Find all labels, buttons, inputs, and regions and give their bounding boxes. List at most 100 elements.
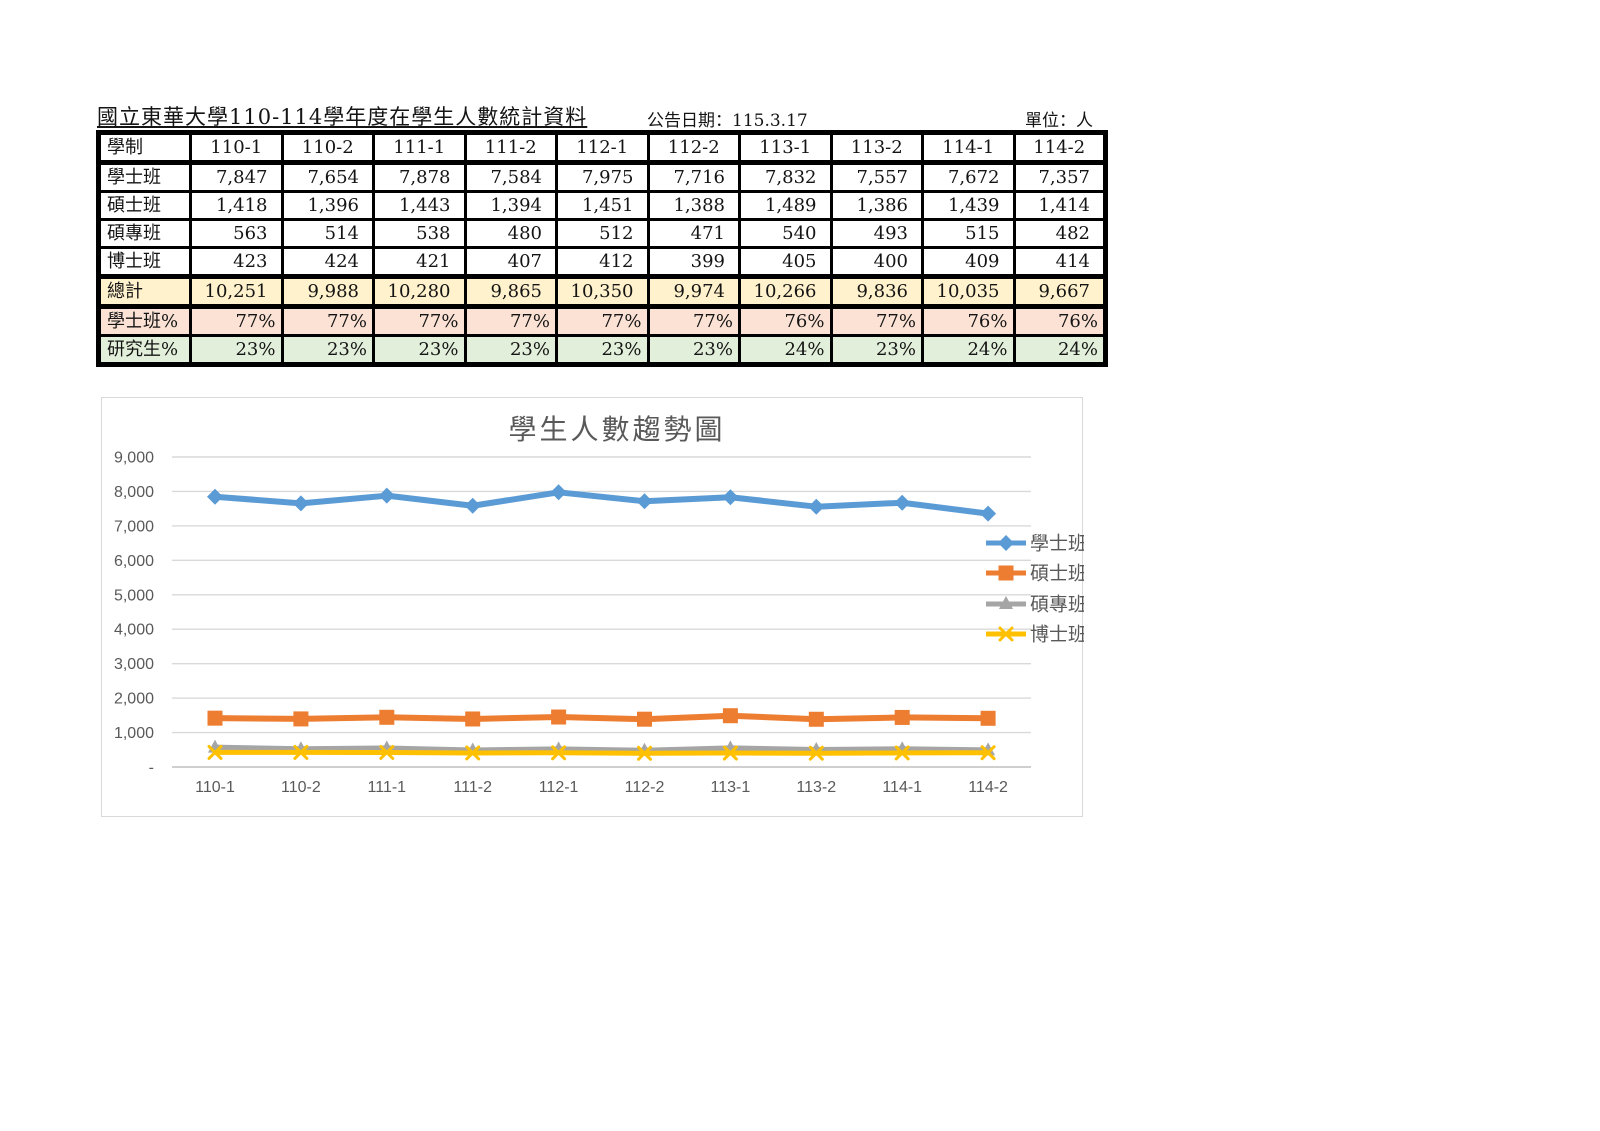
table-cell: 10,266 (738, 274, 833, 309)
column-header: 114-2 (1012, 131, 1107, 165)
column-header: 113-1 (738, 131, 833, 165)
row-label: 研究生% (97, 334, 192, 366)
svg-text:1,000: 1,000 (114, 725, 154, 742)
stats-table-wrap: 學制 110-1 110-2 111-1 111-2 112-1 112-2 113-1 113… (96, 130, 1108, 367)
row-label: 博士班 (97, 246, 192, 278)
row-label: 總計 (97, 274, 192, 309)
table-cell: 7,557 (829, 161, 924, 193)
publish-date: 公告日期：115.3.17 (647, 111, 808, 131)
table-row: 總計 10,251 9,988 10,280 9,865 10,350 9,974 10,26… (97, 274, 1107, 309)
svg-text:2,000: 2,000 (114, 691, 154, 708)
svg-text:113-1: 113-1 (711, 779, 751, 796)
table-cell: 405 (738, 246, 833, 278)
table-cell: 1,451 (555, 190, 650, 221)
column-header: 114-1 (921, 131, 1016, 165)
table-cell: 412 (555, 246, 650, 278)
table-cell: 514 (280, 218, 375, 249)
chart-gridlines (172, 456, 1031, 768)
chart-series-1 (207, 708, 996, 727)
table-cell: 76% (1012, 305, 1107, 337)
table-cell: 480 (463, 218, 558, 249)
table-cell: 1,418 (189, 190, 284, 221)
svg-text:114-1: 114-1 (882, 779, 922, 796)
table-cell: 7,716 (646, 161, 741, 193)
table-cell: 1,414 (1012, 190, 1107, 221)
table-cell: 23% (280, 334, 375, 366)
table-cell: 9,988 (280, 274, 375, 309)
svg-text:博士班: 博士班 (1030, 624, 1084, 646)
column-header: 111-2 (463, 131, 558, 165)
svg-text:5,000: 5,000 (114, 587, 154, 604)
table-cell: 1,396 (280, 190, 375, 221)
table-cell: 77% (555, 305, 650, 337)
table-header-row: 學制 110-1 110-2 111-1 111-2 112-1 112-2 113-1 113… (97, 131, 1107, 165)
legend-item: 碩士班 (986, 563, 1084, 585)
unit-label: 單位：人 (1025, 111, 1093, 131)
trend-chart-svg: - 1,000 2,000 3,000 4,000 5,000 6,000 7,000 8,00… (114, 413, 1084, 796)
column-header: 111-1 (372, 131, 467, 165)
table-row: 博士班 423 424 421 407 412 399 405 400 409 414 (97, 246, 1107, 278)
table-cell: 7,584 (463, 161, 558, 193)
table-cell: 10,280 (372, 274, 467, 309)
svg-text:113-2: 113-2 (796, 779, 836, 796)
table-cell: 7,654 (280, 161, 375, 193)
table-row: 研究生% 23% 23% 23% 23% 23% 23% 24% 23% 24% 24% (97, 334, 1107, 366)
svg-text:114-2: 114-2 (968, 779, 1008, 796)
table-cell: 23% (463, 334, 558, 366)
table-row: 學士班 7,847 7,654 7,878 7,584 7,975 7,716 7,832 7,… (97, 161, 1107, 193)
table-cell: 1,394 (463, 190, 558, 221)
svg-text:4,000: 4,000 (114, 622, 154, 639)
table-cell: 515 (921, 218, 1016, 249)
svg-text:112-2: 112-2 (625, 779, 665, 796)
table-cell: 9,667 (1012, 274, 1107, 309)
table-cell: 563 (189, 218, 284, 249)
table-cell: 9,974 (646, 274, 741, 309)
table-cell: 493 (829, 218, 924, 249)
row-label: 碩士班 (97, 190, 192, 221)
table-cell: 24% (1012, 334, 1107, 366)
table-cell: 10,035 (921, 274, 1016, 309)
table-cell: 77% (280, 305, 375, 337)
table-cell: 23% (372, 334, 467, 366)
table-cell: 1,443 (372, 190, 467, 221)
column-header: 113-2 (829, 131, 924, 165)
table-cell: 23% (646, 334, 741, 366)
table-cell: 1,439 (921, 190, 1016, 221)
column-header: 110-1 (189, 131, 284, 165)
table-cell: 24% (738, 334, 833, 366)
table-cell: 24% (921, 334, 1016, 366)
svg-text:111-1: 111-1 (368, 779, 407, 796)
table-cell: 482 (1012, 218, 1107, 249)
table-cell: 407 (463, 246, 558, 278)
table-cell: 7,672 (921, 161, 1016, 193)
table-cell: 77% (189, 305, 284, 337)
row-label: 學士班 (97, 161, 192, 193)
table-row: 碩士班 1,418 1,396 1,443 1,394 1,451 1,388 1,489 1,… (97, 190, 1107, 221)
table-cell: 424 (280, 246, 375, 278)
table-cell: 7,847 (189, 161, 284, 193)
stats-table: 學制 110-1 110-2 111-1 111-2 112-1 112-2 113-1 113… (96, 130, 1108, 367)
table-cell: 400 (829, 246, 924, 278)
table-cell: 471 (646, 218, 741, 249)
svg-text:學士班: 學士班 (1030, 533, 1084, 555)
svg-text:110-2: 110-2 (281, 779, 321, 796)
table-cell: 538 (372, 218, 467, 249)
table-cell: 7,975 (555, 161, 650, 193)
svg-text:7,000: 7,000 (114, 518, 154, 535)
svg-text:碩專班: 碩專班 (1030, 594, 1084, 616)
chart-series-3 (207, 744, 996, 761)
chart-y-axis-labels: - 1,000 2,000 3,000 4,000 5,000 6,000 7,000 8,00… (114, 450, 154, 777)
table-cell: 7,878 (372, 161, 467, 193)
column-header: 112-1 (555, 131, 650, 165)
column-header: 112-2 (646, 131, 741, 165)
svg-text:9,000: 9,000 (114, 450, 154, 467)
document-title: 國立東華大學110-114學年度在學生人數統計資料 (97, 105, 588, 129)
chart-title: 學生人數趨勢圖 (508, 413, 725, 446)
table-cell: 23% (829, 334, 924, 366)
table-cell: 23% (189, 334, 284, 366)
legend-item: 博士班 (986, 624, 1084, 646)
chart-x-axis-labels: 110-1 110-2 111-1 111-2 112-1 112-2 113-1 113-2… (195, 779, 1008, 796)
legend-item: 碩專班 (986, 594, 1084, 616)
svg-text:3,000: 3,000 (114, 656, 154, 673)
